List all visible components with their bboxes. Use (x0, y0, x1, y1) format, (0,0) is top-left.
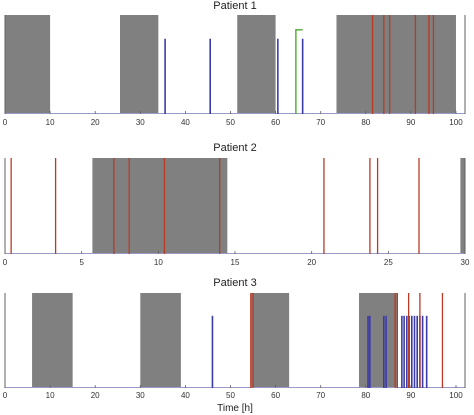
grey-period (120, 15, 159, 114)
x-tick-label: 0 (3, 391, 8, 400)
x-tick-label: 30 (461, 258, 470, 267)
x-tick-label: 10 (46, 118, 55, 127)
grey-period (140, 293, 181, 388)
x-tick-label: 90 (406, 391, 415, 400)
panel-patient-3: Patient 3 0 10 20 30 40 50 60 70 80 90 100 (3, 277, 466, 400)
x-tick-label: 5 (79, 258, 84, 267)
x-tick-label: 70 (316, 391, 325, 400)
x-tick-label: 70 (316, 118, 325, 127)
x-tick-label: 20 (307, 258, 316, 267)
x-tick-label: 20 (91, 118, 100, 127)
green-step (295, 29, 303, 114)
x-tick-label: 15 (231, 258, 240, 267)
x-tick-label: 50 (226, 118, 235, 127)
x-tick-label: 60 (271, 391, 280, 400)
x-tick-label: 30 (136, 118, 145, 127)
panel-title: Patient 1 (213, 0, 256, 12)
x-tick-label: 40 (181, 391, 190, 400)
grey-period (92, 158, 228, 254)
grey-period (250, 293, 290, 388)
x-tick-label: 25 (384, 258, 393, 267)
grey-period (237, 15, 276, 114)
x-tick-label: 80 (361, 391, 370, 400)
x-tick-label: 0 (3, 118, 8, 127)
grey-period (336, 15, 456, 114)
x-tick-label: 40 (181, 118, 190, 127)
x-tick-label: 80 (361, 118, 370, 127)
x-axis-label: Time [h] (217, 403, 253, 414)
panel-title: Patient 2 (213, 142, 256, 154)
grey-period (359, 293, 398, 388)
x-tick-label: 100 (449, 118, 463, 127)
x-tick-label: 60 (271, 118, 280, 127)
x-tick-label: 100 (449, 391, 463, 400)
panel-patient-2: Patient 2 0 5 10 15 20 25 30 (3, 142, 470, 267)
panel-title: Patient 3 (213, 277, 256, 289)
x-tick-label: 0 (3, 258, 8, 267)
grey-period (5, 15, 51, 114)
x-tick-label: 10 (154, 258, 163, 267)
x-tick-label: 50 (226, 391, 235, 400)
x-tick-label: 30 (136, 391, 145, 400)
panel-patient-1: Patient 1 0 10 20 30 40 50 60 70 80 90 100 (3, 0, 466, 127)
grey-period (32, 293, 73, 388)
grey-period (460, 158, 465, 254)
x-tick-label: 10 (46, 391, 55, 400)
x-tick-label: 20 (91, 391, 100, 400)
x-tick-label: 90 (406, 118, 415, 127)
